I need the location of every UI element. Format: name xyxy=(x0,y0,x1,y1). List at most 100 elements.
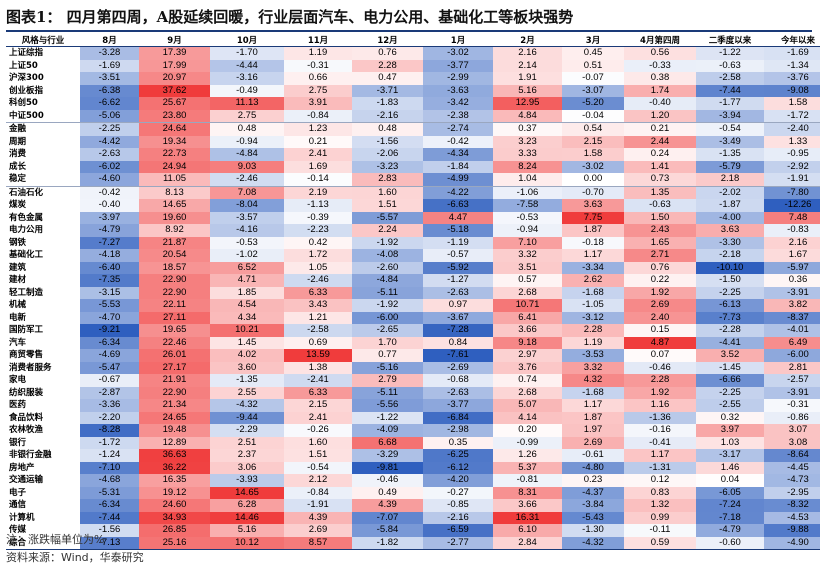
returns-table: 风格与行业 8月 9月 10月 11月 12月 1月 2月 3月 4月第四周 二季度以来 今年以来 上… xyxy=(6,34,820,550)
value-cell: -1.56 xyxy=(80,524,139,537)
value-cell: -2.77 xyxy=(423,536,493,550)
value-cell: 1.17 xyxy=(562,399,624,412)
value-cell: -7.58 xyxy=(493,199,562,212)
value-cell: -4.80 xyxy=(562,461,624,474)
table-row: 计算机 -7.44 34.93 14.46 4.39 -7.07 -2.16 16.31 -5.… xyxy=(6,511,820,524)
table-row: 商贸零售 -4.69 26.01 4.02 13.59 0.77 -7.61 2.97 -3.5… xyxy=(6,349,820,362)
value-cell: 0.73 xyxy=(624,173,696,186)
value-cell: 19.34 xyxy=(139,135,210,148)
table-row: 上证综指 -3.28 17.39 -1.70 1.19 0.76 -3.02 2.16 0.45… xyxy=(6,46,820,60)
value-cell: 4.54 xyxy=(210,299,284,312)
value-cell: -3.23 xyxy=(352,160,423,173)
value-cell: -1.70 xyxy=(210,46,284,60)
table-row: 成长 -6.02 24.94 9.03 1.69 -3.23 -1.84 8.24 -3.02 1… xyxy=(6,160,820,173)
value-cell: 23.80 xyxy=(139,109,210,123)
value-cell: -0.94 xyxy=(210,135,284,148)
value-cell: 6.10 xyxy=(493,524,562,537)
value-cell: -1.72 xyxy=(80,436,139,449)
value-cell: -0.84 xyxy=(284,109,352,123)
value-cell: -4.84 xyxy=(352,274,423,287)
value-cell: -1.72 xyxy=(764,109,820,123)
value-cell: -3.17 xyxy=(696,449,764,462)
value-cell: 0.37 xyxy=(493,122,562,136)
value-cell: 2.28 xyxy=(352,59,423,72)
value-cell: -1.77 xyxy=(696,97,764,110)
value-cell: 24.60 xyxy=(139,499,210,512)
value-cell: -5.97 xyxy=(764,261,820,274)
value-cell: 7.08 xyxy=(210,185,284,199)
figure-title: 图表1： 四月第四周，A股延续回暖，行业层面汽车、电力公用、基础化工等板块强势 xyxy=(6,8,574,26)
value-cell: 2.81 xyxy=(764,361,820,374)
value-cell: 2.37 xyxy=(210,449,284,462)
value-cell: -0.95 xyxy=(764,148,820,161)
table-row: 传媒 -1.56 26.85 5.16 2.69 -5.84 -6.59 6.10 -1.30-… xyxy=(6,524,820,537)
value-cell: -2.18 xyxy=(696,249,764,262)
value-cell: 1.45 xyxy=(210,336,284,349)
value-cell: 3.23 xyxy=(493,135,562,148)
value-cell: -1.13 xyxy=(284,199,352,212)
value-cell: -3.84 xyxy=(562,499,624,512)
value-cell: -0.42 xyxy=(423,135,493,148)
value-cell: -2.46 xyxy=(284,274,352,287)
value-cell: -3.94 xyxy=(696,109,764,123)
value-cell: 1.91 xyxy=(493,72,562,85)
value-cell: -5.43 xyxy=(562,511,624,524)
value-cell: -0.40 xyxy=(80,199,139,212)
value-cell: -0.53 xyxy=(493,211,562,224)
value-cell: 10.71 xyxy=(493,299,562,312)
header-period: 4月第四周 xyxy=(624,34,696,47)
value-cell: -6.25 xyxy=(423,449,493,462)
value-cell: -0.99 xyxy=(493,436,562,449)
value-cell: 36.63 xyxy=(139,449,210,462)
value-cell: -4.22 xyxy=(423,185,493,199)
value-cell: -2.55 xyxy=(696,399,764,412)
value-cell: -0.41 xyxy=(624,436,696,449)
value-cell: -4.01 xyxy=(764,324,820,337)
row-label: 科创50 xyxy=(9,98,38,108)
value-cell: -2.63 xyxy=(423,386,493,399)
value-cell: -0.16 xyxy=(624,424,696,437)
value-cell: 14.65 xyxy=(210,486,284,499)
table-row: 机械 -5.53 22.11 4.54 3.43 -1.92 0.97 10.71 -1.05 2… xyxy=(6,299,820,312)
value-cell: 2.15 xyxy=(562,135,624,148)
value-cell: 2.19 xyxy=(284,185,352,199)
value-cell: -2.06 xyxy=(352,148,423,161)
value-cell: -8.32 xyxy=(764,499,820,512)
value-cell: 1.60 xyxy=(352,185,423,199)
value-cell: 0.56 xyxy=(624,46,696,60)
value-cell: -3.57 xyxy=(210,211,284,224)
value-cell: -4.90 xyxy=(764,536,820,550)
header-period: 12月 xyxy=(352,34,423,47)
value-cell: 0.12 xyxy=(624,474,696,487)
row-label: 上证50 xyxy=(9,60,38,71)
value-cell: 1.85 xyxy=(210,286,284,299)
value-cell: -0.31 xyxy=(284,59,352,72)
value-cell: 4.02 xyxy=(210,349,284,362)
header-period: 3月 xyxy=(562,34,624,47)
value-cell: -1.87 xyxy=(696,199,764,212)
value-cell: -1.30 xyxy=(562,524,624,537)
table-row: 科创50 -6.62 25.67 11.13 3.91 -1.83 -3.42 12.95 -5… xyxy=(6,97,820,110)
value-cell: -4.42 xyxy=(80,135,139,148)
value-cell: -4.70 xyxy=(80,311,139,324)
value-cell: 1.33 xyxy=(764,135,820,148)
value-cell: 1.60 xyxy=(284,436,352,449)
row-label: 建材 xyxy=(9,275,27,285)
value-cell: -1.19 xyxy=(423,236,493,249)
table-row: 周期 -4.42 19.34 -0.94 0.21 -1.56 -0.42 3.23 2.15 2… xyxy=(6,135,820,148)
value-cell: 2.51 xyxy=(210,436,284,449)
value-cell: -3.29 xyxy=(352,449,423,462)
value-cell: 2.24 xyxy=(352,224,423,237)
value-cell: -2.20 xyxy=(80,411,139,424)
value-cell: -1.35 xyxy=(210,374,284,387)
value-cell: -4.16 xyxy=(210,224,284,237)
value-cell: -1.68 xyxy=(562,286,624,299)
value-cell: -5.16 xyxy=(352,361,423,374)
value-cell: -0.84 xyxy=(284,486,352,499)
value-cell: 14.46 xyxy=(210,511,284,524)
value-cell: 1.65 xyxy=(624,236,696,249)
value-cell: -5.57 xyxy=(352,211,423,224)
table-row: 轻工制造 -3.15 22.90 1.85 6.33 -5.11 -2.63 2.68 -1.6… xyxy=(6,286,820,299)
table-row: 汽车 -6.34 22.46 1.45 0.69 1.70 0.84 9.18 1.19 4.87… xyxy=(6,336,820,349)
value-cell: 0.69 xyxy=(284,336,352,349)
